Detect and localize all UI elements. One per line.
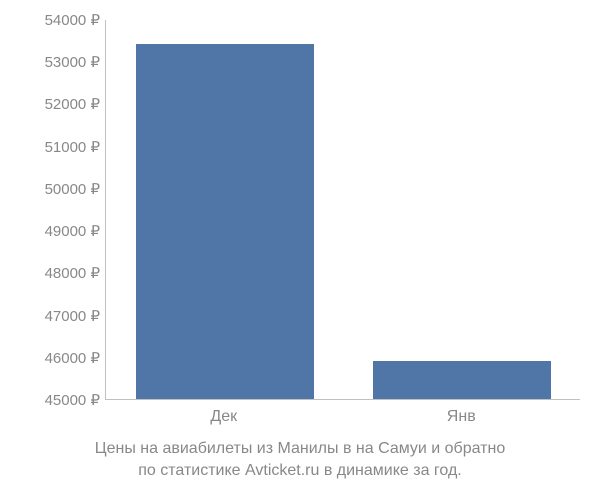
ytick-label: 47000 ₽ (45, 307, 100, 325)
xtick-label: Янв (447, 408, 476, 426)
chart-caption: Цены на авиабилеты из Манилы в на Самуи … (0, 438, 600, 483)
ytick-label: 50000 ₽ (45, 180, 100, 198)
chart-container: Цены на авиабилеты из Манилы в на Самуи … (0, 0, 600, 500)
ytick-label: 51000 ₽ (45, 138, 100, 156)
ytick-label: 46000 ₽ (45, 349, 100, 367)
bar (136, 44, 314, 399)
ytick-label: 52000 ₽ (45, 95, 100, 113)
caption-line1: Цены на авиабилеты из Манилы в на Самуи … (95, 440, 505, 457)
ytick-label: 54000 ₽ (45, 11, 100, 29)
ytick-label: 45000 ₽ (45, 391, 100, 409)
bar (373, 361, 551, 399)
caption-line2: по статистике Avticket.ru в динамике за … (138, 462, 462, 479)
xtick-label: Дек (210, 408, 237, 426)
plot-area (105, 20, 580, 400)
ytick-label: 53000 ₽ (45, 53, 100, 71)
ytick-label: 48000 ₽ (45, 264, 100, 282)
ytick-label: 49000 ₽ (45, 222, 100, 240)
